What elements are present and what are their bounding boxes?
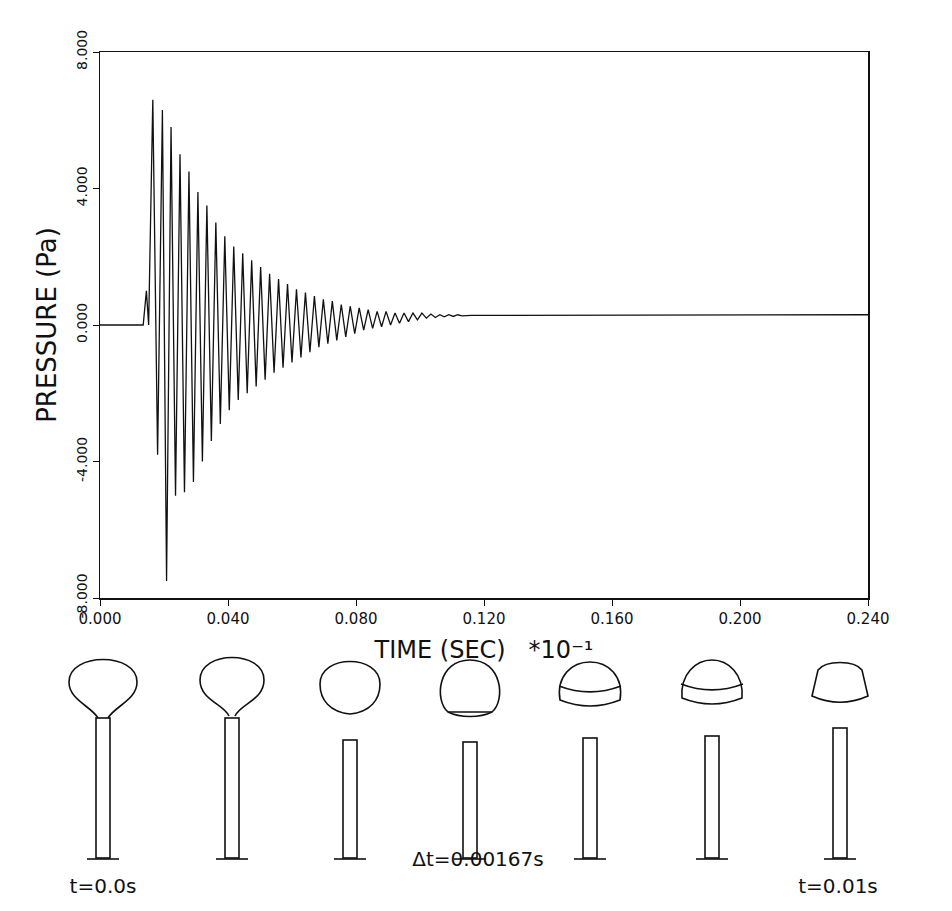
svg-text:0.200: 0.200: [719, 610, 762, 628]
svg-text:TIME (SEC) *10⁻¹: TIME (SEC) *10⁻¹: [374, 636, 594, 664]
svg-text:PRESSURE (Pa): PRESSURE (Pa): [32, 227, 62, 423]
svg-text:0.000: 0.000: [74, 303, 90, 343]
svg-text:0.000: 0.000: [79, 610, 122, 628]
svg-text:-4.000: -4.000: [74, 437, 90, 482]
svg-text:Δt=0.00167s: Δt=0.00167s: [412, 847, 543, 871]
svg-text:t=0.0s: t=0.0s: [70, 874, 137, 898]
svg-text:0.120: 0.120: [463, 610, 506, 628]
svg-text:0.240: 0.240: [847, 610, 890, 628]
svg-text:0.040: 0.040: [207, 610, 250, 628]
svg-text:0.160: 0.160: [591, 610, 634, 628]
svg-text:8.000: 8.000: [74, 30, 90, 70]
svg-text:t=0.01s: t=0.01s: [798, 874, 878, 898]
svg-text:0.080: 0.080: [335, 610, 378, 628]
svg-text:4.000: 4.000: [74, 166, 90, 206]
svg-text:-8.000: -8.000: [74, 573, 90, 618]
